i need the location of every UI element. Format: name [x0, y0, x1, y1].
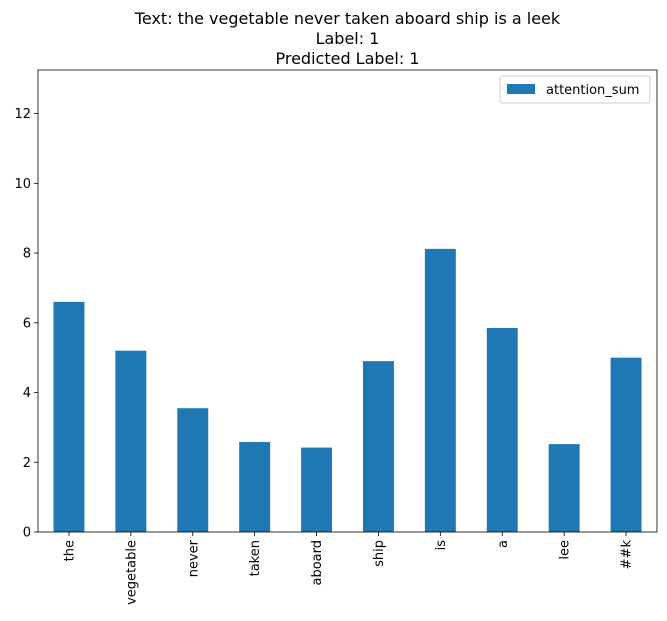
- y-tick-label-6: 12: [14, 107, 31, 122]
- bar-3: [239, 442, 271, 532]
- bar-0: [53, 301, 85, 532]
- legend-label: attention_sum: [546, 83, 639, 98]
- y-tick-label-5: 10: [14, 177, 31, 192]
- x-ticks-group: the vegetable never taken aboard ship is a lee ##…: [62, 532, 635, 605]
- bar-1: [115, 350, 147, 532]
- title-line-0: Text: the vegetable never taken aboard s…: [134, 9, 561, 28]
- x-tick-label-4: aboard: [310, 540, 325, 586]
- axes-group: [37, 69, 658, 533]
- x-tick-label-0: the: [62, 540, 77, 561]
- x-tick-label-8: lee: [558, 540, 573, 560]
- y-tick-label-4: 8: [23, 247, 31, 262]
- x-tick-label-7: a: [496, 540, 511, 548]
- x-tick-label-9: ##k: [620, 540, 635, 570]
- y-tick-label-0: 0: [23, 526, 31, 541]
- bar-2: [177, 408, 209, 532]
- title-line-2: Predicted Label: 1: [275, 49, 419, 68]
- bar-5: [362, 361, 394, 532]
- legend: attention_sum: [499, 75, 651, 104]
- x-tick-label-6: is: [434, 540, 449, 551]
- chart-title: Text: the vegetable never taken aboard s…: [134, 9, 561, 68]
- y-tick-label-3: 6: [23, 316, 31, 331]
- x-tick-label-3: taken: [248, 540, 263, 576]
- y-ticks-group: 0 2 4 6 8 10 12: [14, 107, 38, 541]
- x-tick-label-2: never: [186, 539, 201, 577]
- legend-swatch: [507, 84, 535, 94]
- plot-frame: [37, 69, 658, 533]
- legend-box: [499, 75, 651, 104]
- bar-9: [610, 357, 642, 532]
- bars-group: [53, 248, 642, 533]
- y-tick-label-2: 4: [23, 386, 31, 401]
- title-line-1: Label: 1: [316, 29, 380, 48]
- bar-6: [424, 248, 456, 533]
- bar-4: [301, 447, 333, 532]
- bar-7: [486, 328, 518, 532]
- y-tick-label-1: 2: [23, 456, 31, 471]
- x-tick-label-1: vegetable: [124, 540, 139, 605]
- bar-8: [548, 444, 580, 532]
- x-tick-label-5: ship: [372, 540, 387, 567]
